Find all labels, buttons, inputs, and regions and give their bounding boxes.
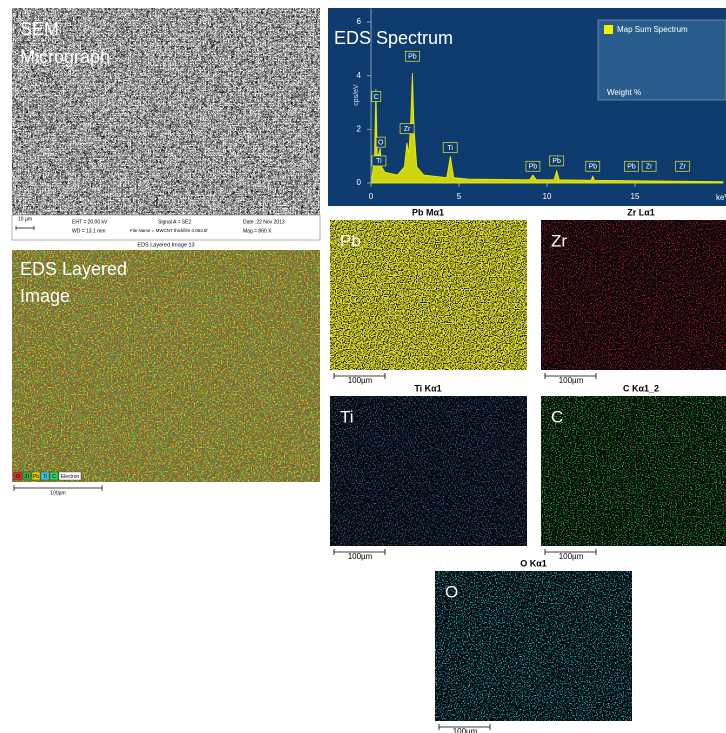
map-speckle (435, 571, 632, 721)
peak-label: Pb (552, 158, 561, 165)
x-tick-label: 10 (543, 192, 552, 201)
map-speckle (541, 220, 726, 370)
map-header: O Kα1 (520, 558, 547, 568)
map-header: C Kα1_2 (623, 383, 659, 393)
map-label: C (551, 407, 563, 426)
legend-label: Ti (43, 474, 47, 480)
layered-scale: 100µm (50, 490, 65, 496)
legend-label: Pb (33, 474, 39, 480)
element-maps: Pb Mα1 Pb 100µm Zr Lα1 Zr 100µm Ti Kα1 Ti 100µm C… (330, 207, 726, 733)
map-speckle (330, 396, 527, 546)
sem-date: Date :22 Nov 2013 (243, 219, 285, 225)
map-speckle (541, 396, 726, 546)
legend-label: Electron (61, 474, 80, 480)
legend-label: C (52, 474, 56, 480)
sem-wd: WD = 13.1 mm (72, 228, 105, 234)
map-scale: 100µm (348, 552, 373, 561)
map-header: Ti Kα1 (414, 383, 441, 393)
peak-label: Pb (529, 164, 538, 171)
map-label: O (445, 582, 458, 601)
peak-label: O (378, 139, 384, 146)
map-scale: 100µm (453, 727, 478, 733)
legend-swatch (604, 25, 613, 34)
map-header: Zr Lα1 (627, 207, 655, 217)
x-tick-label: 5 (457, 192, 462, 201)
peak-label: Pb (627, 164, 636, 171)
sem-image (12, 8, 320, 215)
sem-scale: 10 µm (18, 216, 32, 222)
page: { "sem":{"title_lines":["SEM","Micrograp… (0, 0, 726, 733)
y-axis-label: cps/eV (353, 84, 360, 106)
peak-label: Ti (447, 145, 453, 152)
peak-label: Zr (646, 164, 653, 171)
peak-label: Ti (376, 158, 382, 165)
peak-label: C (374, 94, 379, 101)
legend-label: Zr (25, 474, 30, 480)
y-tick-label: 4 (357, 71, 362, 80)
peak-label: Zr (404, 126, 411, 133)
figure: SEM Micrograph 10 µm EHT = 20.00 kV WD =… (0, 0, 726, 733)
map-label: Zr (551, 231, 567, 250)
map-header: Pb Mα1 (412, 207, 444, 217)
x-tick-label: 15 (631, 192, 640, 201)
legend-title: Map Sum Spectrum (617, 25, 688, 34)
legend-label: O (16, 474, 20, 480)
layered-title: Image (20, 286, 70, 306)
map-scale: 100µm (559, 376, 584, 385)
map-scale: 100µm (559, 552, 584, 561)
y-tick-label: 6 (357, 17, 362, 26)
x-axis-label: keV (716, 193, 726, 202)
spectrum-title: EDS Spectrum (334, 28, 453, 48)
y-tick-label: 0 (357, 178, 362, 187)
map-label: Pb (340, 231, 361, 250)
map-label: Ti (340, 407, 354, 426)
weight-axis-label: Weight % (607, 88, 641, 97)
sem-title: SEM (20, 19, 59, 39)
caption: EDS Layered Image 13 (137, 242, 194, 248)
sem-signal: Signal A = SE2 (158, 219, 191, 225)
y-tick-label: 2 (357, 124, 362, 133)
sem-title: Micrograph (20, 47, 110, 67)
peak-label: Zr (679, 164, 686, 171)
peak-label: Pb (588, 164, 597, 171)
sem-eht: EHT = 20.00 kV (72, 219, 108, 225)
x-tick-label: 0 (369, 192, 374, 201)
sem-file: File Name = MWCNT thickfilm 0.063.tif (130, 228, 208, 233)
layered-title: EDS Layered (20, 259, 127, 279)
map-scale: 100µm (348, 376, 373, 385)
peak-label: Pb (408, 54, 417, 61)
sem-mag: Mag = 860 X (243, 228, 272, 234)
